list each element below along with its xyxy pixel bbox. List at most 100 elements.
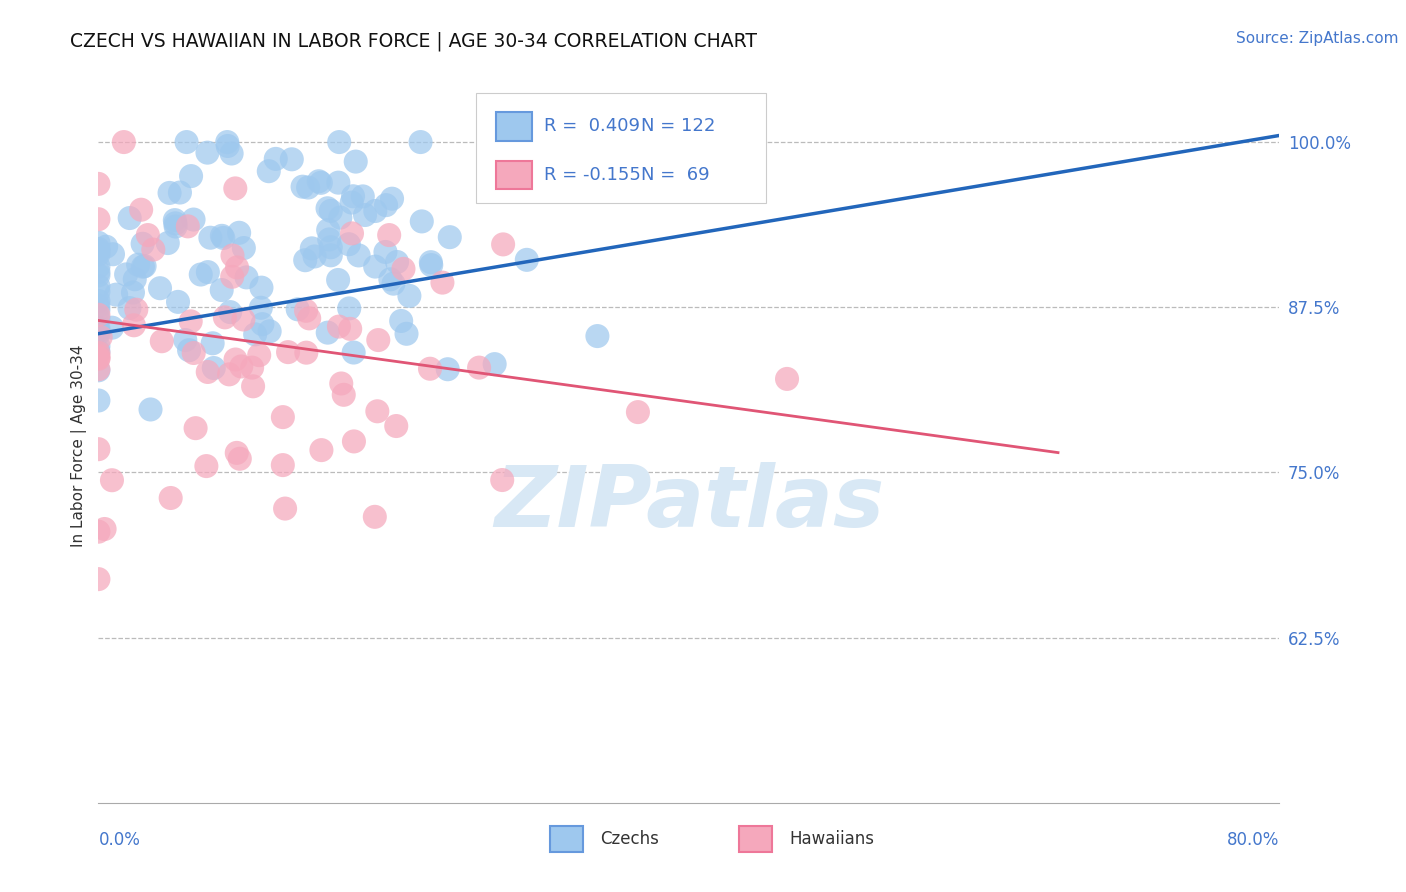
Point [224, 181, 246, 195]
Point [211, 283, 233, 297]
Point [225, 446, 247, 460]
Point [122, 285, 145, 300]
Point [364, 509, 387, 524]
Point [150, 334, 173, 349]
Point [316, 223, 339, 237]
Point [229, 451, 252, 466]
Point [295, 303, 318, 318]
Point [484, 357, 506, 371]
Point [329, 211, 352, 225]
Point [381, 192, 404, 206]
Point [87, 344, 110, 359]
Point [94, 240, 117, 254]
Point [87, 285, 110, 299]
Point [87, 260, 110, 274]
Point [165, 219, 187, 234]
Point [364, 260, 387, 274]
Point [87, 442, 110, 457]
Point [87, 351, 110, 366]
Point [87, 324, 110, 338]
Point [257, 164, 280, 178]
Point [328, 176, 350, 190]
Point [101, 247, 124, 261]
Point [332, 388, 354, 402]
Text: ZIPatlas: ZIPatlas [494, 461, 884, 545]
Point [557, 135, 579, 149]
Point [586, 329, 609, 343]
Point [250, 301, 273, 315]
Point [176, 135, 198, 149]
Point [93, 522, 115, 536]
Point [419, 361, 441, 376]
Point [374, 244, 396, 259]
Point [174, 333, 197, 347]
Point [432, 276, 454, 290]
Point [101, 473, 124, 487]
Text: N =  69: N = 69 [641, 166, 709, 184]
Point [367, 333, 389, 347]
Point [124, 272, 146, 286]
Point [319, 240, 342, 254]
Text: R = -0.155: R = -0.155 [544, 166, 641, 184]
Point [330, 376, 353, 391]
Point [169, 186, 191, 200]
Point [127, 258, 149, 272]
Text: 0.0%: 0.0% [98, 831, 141, 849]
Point [516, 252, 538, 267]
Point [136, 228, 159, 243]
Point [219, 305, 242, 319]
Point [165, 216, 187, 230]
Point [211, 228, 233, 243]
Point [343, 345, 366, 359]
Point [163, 213, 186, 227]
Point [491, 473, 513, 487]
Point [271, 410, 294, 425]
Point [295, 345, 318, 359]
Point [326, 273, 349, 287]
Point [212, 231, 235, 245]
Point [134, 259, 156, 273]
Point [482, 135, 505, 149]
Point [118, 301, 141, 315]
Point [87, 293, 110, 308]
Point [398, 289, 420, 303]
FancyBboxPatch shape [550, 826, 582, 852]
Point [316, 201, 339, 215]
FancyBboxPatch shape [477, 93, 766, 203]
Point [197, 365, 219, 379]
Point [132, 260, 155, 274]
Point [197, 265, 219, 279]
Point [221, 269, 243, 284]
Y-axis label: In Labor Force | Age 30-34: In Labor Force | Age 30-34 [72, 344, 87, 548]
Point [131, 236, 153, 251]
Point [436, 362, 458, 376]
Point [411, 214, 433, 228]
Point [347, 248, 370, 262]
FancyBboxPatch shape [738, 826, 772, 852]
Point [352, 189, 374, 203]
Point [231, 359, 253, 374]
Point [214, 310, 236, 325]
Text: R =  0.409: R = 0.409 [544, 118, 640, 136]
Point [87, 235, 110, 250]
Point [202, 361, 225, 376]
Point [235, 270, 257, 285]
Point [274, 501, 297, 516]
Point [337, 301, 360, 316]
Point [112, 135, 135, 149]
Point [87, 247, 110, 261]
Text: Hawaiians: Hawaiians [789, 830, 875, 848]
Point [297, 180, 319, 194]
Point [340, 227, 363, 241]
Text: Source: ZipAtlas.com: Source: ZipAtlas.com [1236, 31, 1399, 46]
Point [318, 232, 340, 246]
Point [87, 279, 110, 293]
Point [177, 219, 200, 234]
Text: CZECH VS HAWAIIAN IN LABOR FORCE | AGE 30-34 CORRELATION CHART: CZECH VS HAWAIIAN IN LABOR FORCE | AGE 3… [70, 31, 758, 51]
Point [115, 268, 138, 282]
Point [87, 572, 110, 586]
Point [184, 421, 207, 435]
Point [87, 242, 110, 256]
Point [190, 268, 212, 282]
Point [343, 434, 366, 449]
